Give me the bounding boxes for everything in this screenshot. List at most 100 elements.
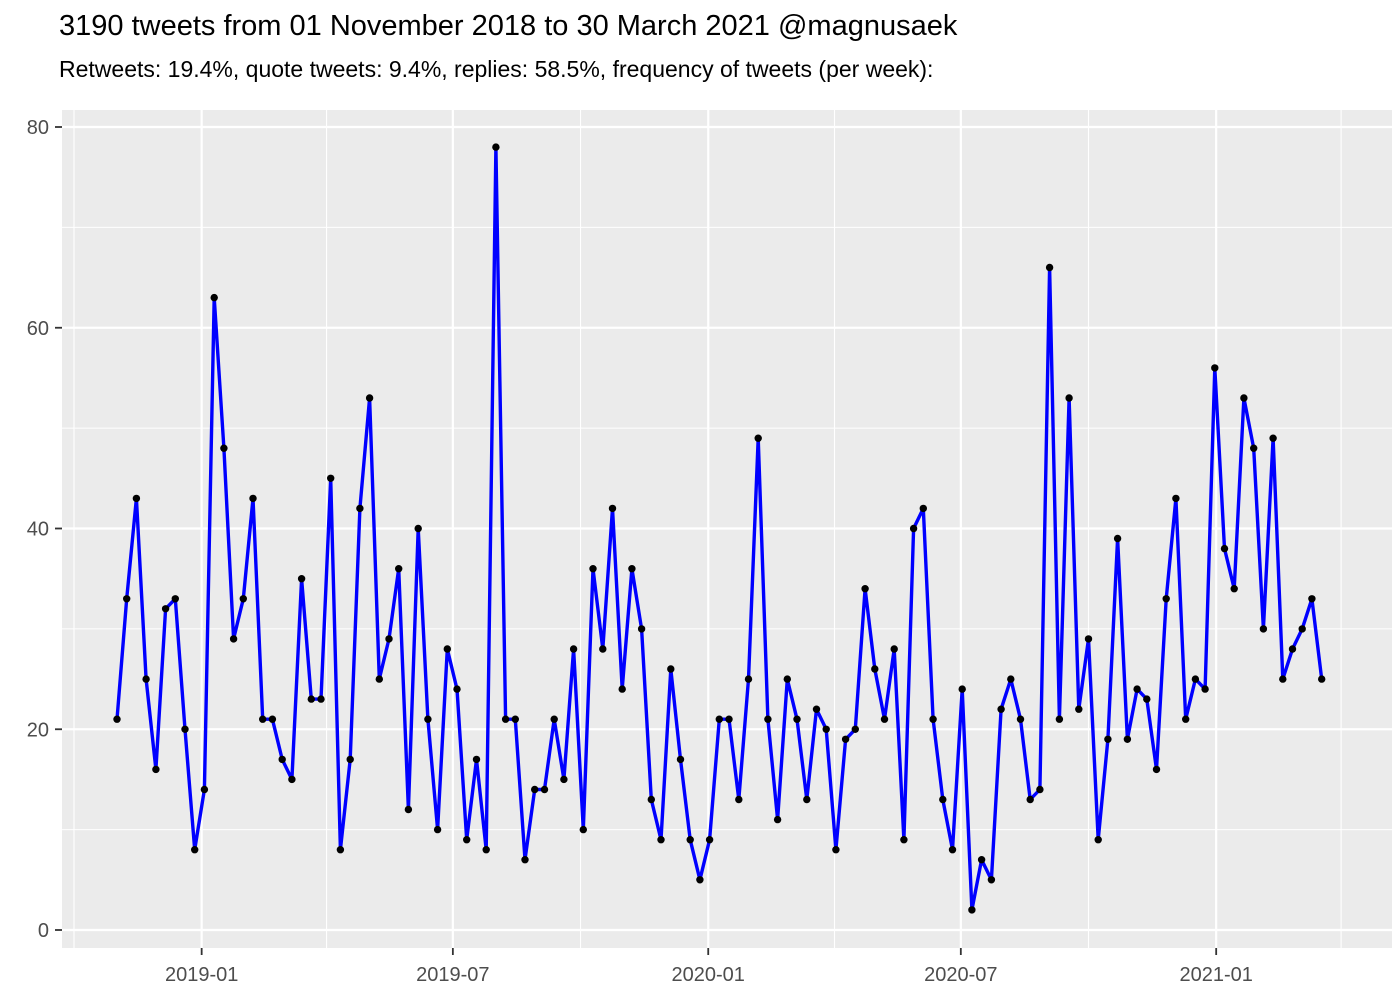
data-point [667,665,675,673]
data-point [424,715,432,723]
data-point [511,715,519,723]
data-point [1026,795,1034,804]
data-point [637,625,646,633]
data-point [492,143,500,151]
data-point [142,675,150,683]
data-point [1133,685,1141,693]
data-point [560,775,568,784]
data-point [676,755,685,764]
data-point [715,715,723,723]
data-point [317,695,325,703]
y-axis-tick-label: 40 [27,519,49,541]
data-point [968,906,976,914]
data-point [647,795,655,804]
data-point [239,595,247,603]
data-point [686,836,694,844]
data-point [1308,595,1316,603]
data-point [404,805,413,814]
data-point [1007,675,1015,683]
data-point [948,846,957,854]
data-point [744,675,753,683]
data-point [696,876,704,884]
data-point [1055,715,1064,723]
data-point [220,444,228,452]
data-point [1259,625,1268,633]
data-point [841,735,850,743]
data-point [851,725,859,733]
data-point [1113,534,1122,543]
data-point [832,846,840,854]
data-point [181,725,189,733]
data-point [1191,675,1200,683]
data-point [958,685,966,693]
x-axis-tick-label: 2019-07 [416,964,489,986]
x-axis-tick-label: 2019-01 [165,964,238,986]
data-point [385,635,393,643]
data-point [1288,645,1297,653]
data-point [288,775,296,784]
data-point [1279,675,1287,683]
data-point [1269,434,1277,442]
data-point [900,836,908,844]
data-point [152,765,160,774]
data-point [705,836,714,844]
data-point [453,685,461,693]
data-point [880,715,889,723]
data-point [997,705,1005,713]
data-point [1065,394,1073,402]
data-point [1084,635,1093,643]
data-point [249,494,257,503]
data-point [540,785,549,794]
data-point [550,715,558,723]
data-point [929,715,937,723]
data-point [725,715,733,723]
x-axis-tick-label: 2020-01 [672,964,745,986]
data-point [1094,836,1102,844]
data-point [628,565,636,573]
data-point [1211,364,1219,372]
data-point [521,856,529,864]
data-point [822,725,830,733]
data-point [735,795,743,804]
data-point [113,715,121,723]
data-point [1240,394,1248,402]
data-point [1123,735,1132,743]
data-point [803,795,811,804]
data-point [191,846,199,854]
data-point [890,645,898,653]
data-point [123,595,131,603]
data-point [919,504,927,513]
data-point [1152,765,1161,774]
data-point [977,856,986,864]
data-point [1162,595,1170,603]
data-point [1016,715,1025,723]
data-point [1250,444,1258,452]
chart-title: 3190 tweets from 01 November 2018 to 30 … [59,10,958,42]
data-point [395,565,403,573]
y-axis-tick-label: 20 [27,719,49,741]
data-point [987,876,996,884]
chart-subtitle: Retweets: 19.4%, quote tweets: 9.4%, rep… [59,56,934,82]
data-point [1298,625,1306,633]
data-point [1230,585,1238,593]
data-point [268,715,277,723]
data-point [375,675,383,683]
data-point [327,474,335,482]
data-point [657,836,665,844]
data-point [1036,785,1044,794]
data-point [939,795,947,804]
data-point [1318,675,1326,683]
data-point [793,715,801,723]
data-point [871,665,879,673]
data-point [200,785,209,794]
data-point [618,685,626,693]
data-point [259,715,267,723]
data-point [1045,263,1054,272]
data-point [1201,685,1209,693]
data-point [909,524,918,533]
data-point [579,825,587,834]
data-point [1104,735,1112,743]
data-point [472,755,481,764]
